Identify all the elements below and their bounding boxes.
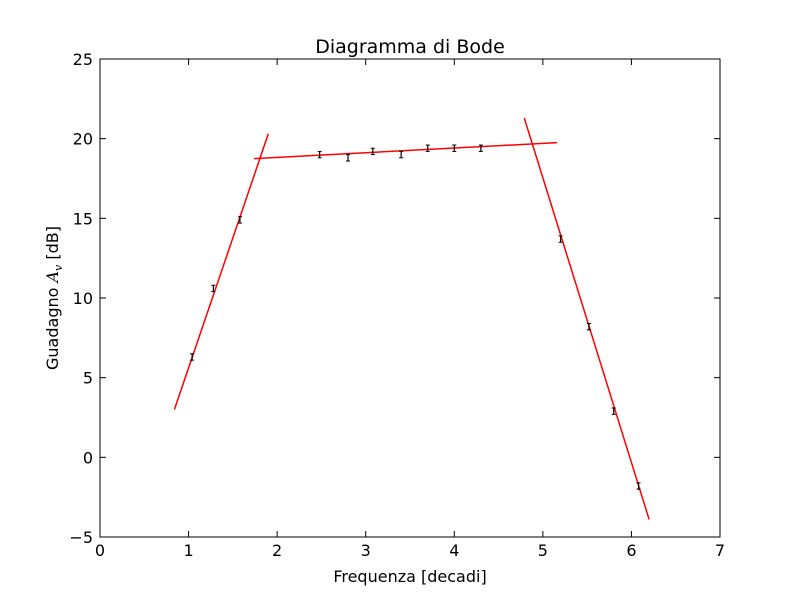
x-tick-label: 4 [449,541,459,560]
fit-line-1 [173,133,269,410]
data-point-14 [636,482,641,490]
plot-area [173,117,650,520]
x-tick-label: 2 [272,541,282,560]
y-axis-title: Guadagno Av [dB] [43,226,65,370]
fit-line-2 [254,141,558,160]
data-point-5 [346,154,350,162]
y-tick-label: 25 [73,50,93,69]
x-tick-label: 6 [626,541,636,560]
fit-line-3 [523,117,650,520]
y-axis-title-suffix: [dB] [43,226,62,265]
x-tick-label: 1 [183,541,193,560]
data-point-2 [211,284,216,293]
x-tick-label: 5 [538,541,548,560]
y-axis-title-subscript: v [52,264,65,271]
x-tick-label: 3 [361,541,371,560]
data-point-11 [558,235,563,243]
x-tick-label: 7 [715,541,725,560]
y-tick-label: 15 [73,209,93,228]
y-tick-label: 5 [83,369,93,388]
data-point-8 [425,144,430,152]
y-tick-label: 0 [83,448,93,467]
x-tick-label: 0 [95,541,105,560]
data-point-10 [478,144,483,152]
x-axis-title: Frequenza [decadi] [333,567,486,586]
y-tick-label: 20 [73,130,93,149]
data-point-1 [190,353,195,361]
y-axis-title-prefix: Guadagno [43,283,62,370]
data-point-13 [611,407,616,415]
chart-title: Diagramma di Bode [315,36,505,58]
data-point-12 [586,322,591,331]
data-point-4 [317,150,322,159]
y-axis-title-symbol: A [43,271,62,285]
y-tick-label: 10 [73,289,93,308]
data-point-7 [399,150,404,159]
data-point-3 [237,216,242,224]
y-tick-label: −5 [69,528,93,547]
data-point-9 [452,144,457,152]
data-point-6 [370,147,375,156]
